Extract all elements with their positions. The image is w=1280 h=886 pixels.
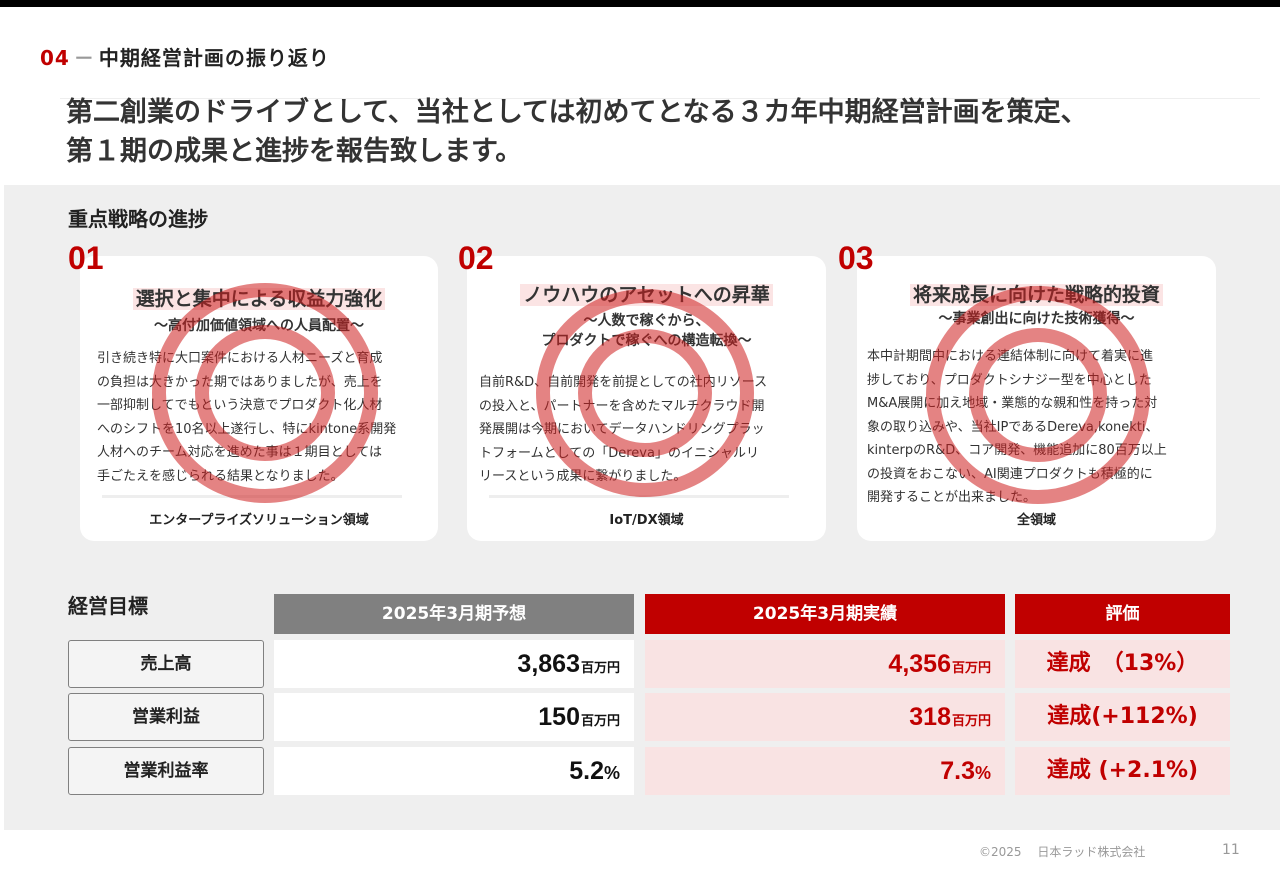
forecast-sales: 3,863百万円 [274, 640, 634, 688]
strategy-card-1: 選択と集中による収益力強化 〜高付加価値領域への人員配置〜 引き続き特に大口案件… [80, 256, 438, 541]
row-label-operating-profit: 営業利益 [68, 693, 264, 741]
card-number-2: 02 [458, 240, 494, 276]
card-title: 将来成長に向けた戦略的投資 [857, 280, 1216, 307]
card-body: 自前R&D、自前開発を前提としての社内リソース の投入と、パートナーを含めたマル… [479, 375, 768, 484]
card-number-1: 01 [68, 240, 104, 276]
section-dash: － [73, 46, 95, 70]
card-subtitle: 〜高付加価値領域への人員配置〜 [154, 318, 364, 334]
actual-operating-profit: 318百万円 [645, 693, 1005, 741]
forecast-operating-profit: 150百万円 [274, 693, 634, 741]
card-footer: IoT/DX領域 [609, 513, 684, 528]
card-subtitle: 〜事業創出に向けた技術獲得〜 [938, 311, 1135, 327]
actual-operating-margin: 7.3% [645, 747, 1005, 795]
card-footer: エンタープライズソリューション領域 [149, 513, 369, 528]
evaluation-operating-profit: 達成(+112%) [1015, 693, 1230, 741]
card-subtitle: 〜人数で稼ぐから、 プロダクトで稼ぐへの構造転換〜 [541, 313, 752, 349]
goals-heading: 経営目標 [68, 594, 148, 618]
card-body: 本中計期間中における連結体制に向けて着実に進 捗しており、プロダクトシナジー型を… [867, 349, 1167, 505]
actual-sales: 4,356百万円 [645, 640, 1005, 688]
headline-line-2: 第１期の成果と進捗を報告致します。 [66, 136, 523, 167]
headline-line-1: 第二創業のドライブとして、当社としては初めてとなる３カ年中期経営計画を策定、 [66, 97, 1088, 128]
section-title: 中期経営計画の振り返り [98, 46, 330, 70]
card-title: ノウハウのアセットへの昇華 [467, 280, 826, 307]
card-number-3: 03 [838, 240, 874, 276]
card-body: 引き続き特に大口案件における人材ニーズと育成 の負担は大きかった期ではありました… [97, 351, 397, 484]
strategy-heading: 重点戦略の進捗 [68, 207, 208, 231]
forecast-operating-margin: 5.2% [274, 747, 634, 795]
strategy-card-3: 将来成長に向けた戦略的投資 〜事業創出に向けた技術獲得〜 本中計期間中における連… [857, 256, 1216, 541]
card-divider [102, 495, 402, 498]
headline: 第二創業のドライブとして、当社としては初めてとなる３カ年中期経営計画を策定、 第… [66, 93, 1246, 171]
strategy-card-2: ノウハウのアセットへの昇華 〜人数で稼ぐから、 プロダクトで稼ぐへの構造転換〜 … [467, 256, 826, 541]
evaluation-operating-margin: 達成 (+2.1%) [1015, 747, 1230, 795]
row-label-sales: 売上高 [68, 640, 264, 688]
header-evaluation: 評価 [1015, 594, 1230, 634]
top-bar [0, 0, 1280, 7]
evaluation-sales: 達成 （13%） [1015, 640, 1230, 688]
section-heading: 04 －中期経営計画の振り返り [40, 42, 330, 71]
section-number: 04 [40, 46, 70, 70]
card-divider [489, 495, 789, 498]
header-forecast: 2025年3月期予想 [274, 594, 634, 634]
header-actual: 2025年3月期実績 [645, 594, 1005, 634]
row-label-operating-margin: 営業利益率 [68, 747, 264, 795]
card-footer: 全領域 [1016, 513, 1056, 528]
title-separator [60, 98, 1260, 99]
copyright: ©2025 日本ラッド株式会社 [979, 845, 1146, 859]
page-number: 11 [1222, 842, 1240, 858]
card-title: 選択と集中による収益力強化 [80, 284, 438, 311]
